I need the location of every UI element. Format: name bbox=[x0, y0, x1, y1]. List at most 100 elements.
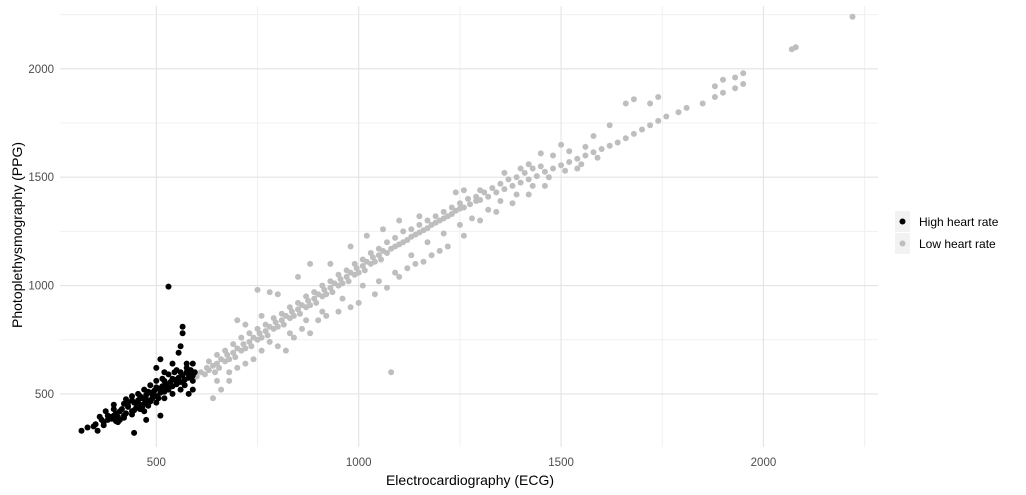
data-point bbox=[404, 237, 411, 243]
data-point bbox=[258, 347, 265, 354]
data-point bbox=[424, 225, 431, 232]
data-point bbox=[558, 162, 565, 169]
x-tick-label: 2000 bbox=[751, 457, 777, 469]
data-point bbox=[210, 395, 216, 402]
data-point bbox=[183, 360, 190, 367]
data-point bbox=[323, 312, 330, 319]
data-point bbox=[323, 291, 330, 298]
data-point bbox=[123, 410, 129, 417]
data-point bbox=[732, 74, 739, 81]
data-point bbox=[339, 280, 346, 287]
data-point bbox=[230, 341, 237, 348]
data-point bbox=[153, 364, 160, 371]
data-point bbox=[412, 260, 419, 267]
data-point bbox=[683, 104, 690, 111]
data-point bbox=[110, 406, 117, 413]
data-point bbox=[327, 278, 334, 285]
series-high-heart-rate bbox=[78, 283, 198, 436]
data-point bbox=[311, 289, 318, 296]
data-point bbox=[183, 364, 190, 371]
data-point bbox=[416, 213, 423, 220]
data-point bbox=[574, 155, 581, 162]
data-point bbox=[375, 278, 382, 285]
data-point bbox=[440, 230, 447, 237]
data-point bbox=[497, 180, 504, 187]
data-point bbox=[590, 133, 597, 139]
data-point bbox=[248, 343, 255, 350]
data-point bbox=[606, 122, 613, 129]
data-point bbox=[153, 384, 160, 391]
data-point bbox=[388, 369, 395, 376]
data-point bbox=[266, 289, 273, 296]
data-point bbox=[371, 291, 378, 298]
data-point bbox=[541, 168, 548, 175]
data-point bbox=[339, 295, 346, 302]
data-point bbox=[121, 400, 127, 407]
data-point bbox=[420, 258, 427, 265]
data-point bbox=[378, 256, 384, 263]
data-point bbox=[189, 360, 196, 367]
data-point bbox=[222, 347, 229, 354]
x-tick-label: 500 bbox=[147, 457, 166, 469]
data-point bbox=[319, 282, 326, 289]
data-point bbox=[286, 330, 293, 337]
data-point bbox=[254, 325, 261, 332]
data-point bbox=[404, 265, 411, 272]
data-point bbox=[347, 243, 354, 250]
data-point bbox=[359, 256, 366, 263]
x-tick-label: 1000 bbox=[346, 457, 372, 469]
data-point bbox=[185, 371, 192, 378]
data-point bbox=[578, 161, 585, 168]
data-point bbox=[102, 408, 109, 415]
data-point bbox=[147, 398, 154, 405]
data-point bbox=[513, 174, 520, 181]
data-point bbox=[254, 286, 261, 293]
data-point bbox=[205, 367, 212, 374]
data-point bbox=[355, 269, 362, 276]
data-point bbox=[307, 330, 314, 337]
data-point bbox=[274, 343, 281, 350]
data-point bbox=[335, 271, 342, 278]
legend-label-low-heart-rate: Low heart rate bbox=[919, 237, 996, 251]
data-point bbox=[477, 197, 484, 203]
data-point bbox=[145, 388, 152, 395]
data-point bbox=[297, 310, 303, 317]
grid bbox=[60, 6, 878, 447]
data-point bbox=[163, 384, 170, 391]
data-point bbox=[489, 185, 496, 191]
data-point bbox=[720, 76, 726, 83]
data-point bbox=[212, 369, 218, 376]
data-point bbox=[137, 393, 144, 400]
data-point bbox=[84, 424, 91, 431]
data-point bbox=[179, 323, 186, 330]
data-point bbox=[396, 273, 403, 280]
data-point bbox=[278, 310, 285, 317]
data-point bbox=[169, 390, 176, 397]
legend-label-high-heart-rate: High heart rate bbox=[919, 215, 999, 229]
data-point bbox=[157, 412, 164, 419]
data-point bbox=[274, 291, 281, 298]
data-point bbox=[465, 195, 471, 202]
data-point bbox=[153, 377, 160, 384]
data-point bbox=[562, 167, 569, 174]
data-point bbox=[131, 407, 138, 414]
data-point bbox=[485, 193, 492, 200]
data-point bbox=[94, 427, 101, 434]
data-point bbox=[509, 200, 516, 207]
data-point bbox=[185, 390, 192, 397]
data-point bbox=[266, 338, 273, 345]
data-point bbox=[408, 226, 415, 233]
data-point bbox=[456, 200, 463, 207]
data-point bbox=[416, 221, 423, 228]
data-point bbox=[181, 382, 188, 389]
data-point bbox=[234, 317, 241, 324]
data-point bbox=[792, 44, 799, 51]
data-point bbox=[214, 377, 220, 384]
data-point bbox=[732, 85, 739, 92]
data-point bbox=[533, 173, 540, 180]
data-point bbox=[242, 345, 249, 352]
data-point bbox=[448, 211, 455, 217]
data-point bbox=[444, 243, 451, 250]
data-point bbox=[319, 308, 326, 315]
data-point bbox=[541, 182, 548, 189]
